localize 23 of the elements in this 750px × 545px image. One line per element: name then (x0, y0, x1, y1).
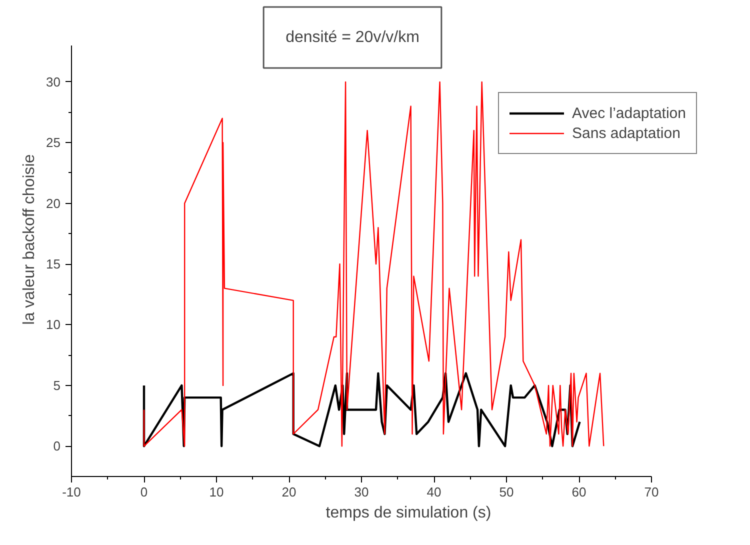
legend-label: Sans adaptation (572, 124, 680, 142)
y-axis-title: la valeur backoff choisie (21, 154, 38, 325)
chart-title: densité = 20v/v/km (286, 29, 420, 46)
x-tick-label: 40 (426, 484, 442, 500)
x-tick-label: 20 (282, 484, 296, 500)
legend-label: Avec l’adaptation (572, 104, 686, 122)
y-tick-label: 10 (46, 317, 61, 332)
x-tick-label: 50 (499, 484, 514, 500)
x-tick-label: 70 (644, 484, 659, 500)
x-tick-label: 0 (140, 484, 148, 500)
line-series (142, 372, 581, 448)
y-tick-label: 20 (46, 196, 61, 211)
x-tick-label: 10 (209, 484, 224, 500)
y-tick-label: 5 (53, 378, 61, 393)
y-tick-label: 25 (46, 135, 61, 150)
line-series (143, 81, 604, 447)
x-axis-title: temps de simulation (s) (326, 504, 492, 522)
x-tick-label: -10 (62, 484, 81, 500)
y-tick-label: 0 (53, 438, 61, 454)
y-tick-label: 15 (46, 256, 61, 272)
x-tick-label: 60 (572, 484, 586, 500)
x-tick-label: 30 (354, 484, 369, 500)
y-tick-label: 30 (46, 74, 61, 90)
